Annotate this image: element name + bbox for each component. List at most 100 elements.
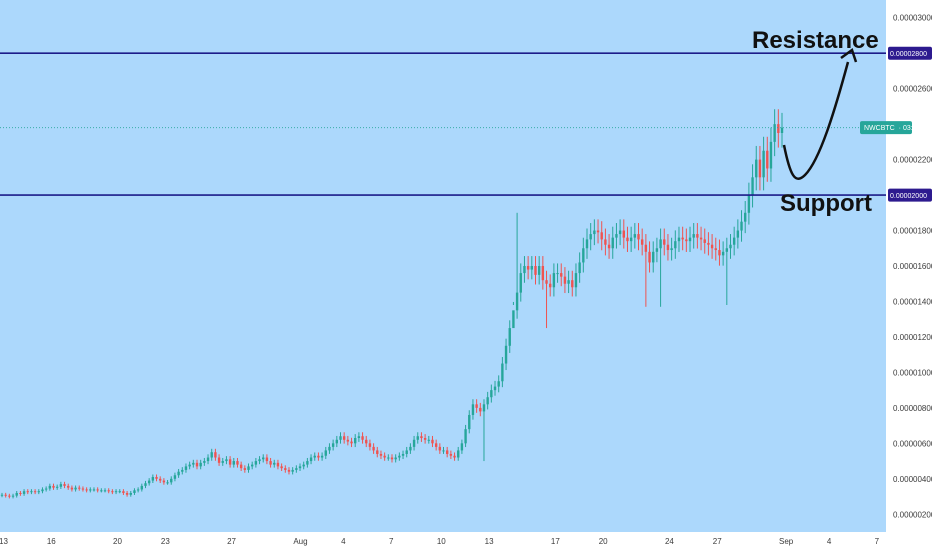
candle-body <box>335 439 339 444</box>
candle-body <box>228 459 232 465</box>
y-tick-label: 0.00001400 <box>893 297 932 306</box>
candle-body <box>15 492 18 496</box>
y-tick-label: 0.00001800 <box>893 227 932 236</box>
candle-body <box>401 453 405 456</box>
candle-body <box>663 239 666 245</box>
candle-body <box>33 491 37 493</box>
candle-body <box>490 390 493 398</box>
candle-body <box>438 446 442 451</box>
plot-area[interactable] <box>0 0 886 532</box>
x-tick-label: 27 <box>713 537 722 546</box>
y-tick-label: 0.00001000 <box>893 368 932 377</box>
candle-body <box>699 237 703 240</box>
candle-body <box>4 494 7 496</box>
candle-body <box>482 404 486 412</box>
candle-body <box>210 452 213 458</box>
candle-body <box>582 248 585 263</box>
candle-body <box>114 491 118 493</box>
x-tick-label: 10 <box>437 537 446 546</box>
candle-body <box>147 480 151 484</box>
candle-body <box>350 441 353 444</box>
candle-body <box>751 177 754 196</box>
candle-body <box>376 450 379 454</box>
x-tick-label: 4 <box>827 537 832 546</box>
candle-body <box>37 491 40 493</box>
candle-body <box>545 280 548 284</box>
candle-body <box>372 446 375 451</box>
candle-body <box>118 491 121 493</box>
y-tick-label: 0.00000600 <box>893 439 932 448</box>
x-axis-ticks: 13 16 20 23 27 Aug 4 7 10 13 17 20 24 27 Sep 4 7 <box>0 537 880 546</box>
candle-body <box>30 491 33 493</box>
candle-body <box>129 492 132 495</box>
candle-body <box>629 237 633 242</box>
candle-body <box>766 150 769 169</box>
support-annotation: Support <box>780 190 872 217</box>
candle-body <box>607 244 611 249</box>
horizontal-levels[interactable]: 0.00002800 0.00002000 <box>0 46 932 202</box>
candle-body <box>611 237 614 249</box>
y-tick-label: 0.00003000 <box>893 14 932 23</box>
candle-body <box>674 241 677 249</box>
candle-body <box>420 436 423 439</box>
candle-body <box>100 490 103 492</box>
candle-body <box>523 266 526 274</box>
candle-body <box>298 466 302 469</box>
candle-body <box>677 237 681 242</box>
candle-body <box>596 230 600 233</box>
y-tick-label: 0.00002600 <box>893 85 932 94</box>
candlestick-series <box>0 109 784 499</box>
level-axis-label-bg <box>888 188 932 202</box>
candle-body <box>508 328 511 346</box>
x-tick-label: 7 <box>389 537 394 546</box>
candle-body <box>714 248 717 251</box>
candle-body <box>284 468 287 470</box>
candle-body <box>122 491 125 493</box>
candle-body <box>725 248 729 252</box>
candle-body <box>295 468 298 470</box>
candle-body <box>89 489 92 491</box>
candle-body <box>541 266 545 281</box>
candle-body <box>780 127 784 133</box>
candle-body <box>652 251 655 263</box>
candle-body <box>291 469 294 472</box>
candle-body <box>125 492 129 495</box>
x-tick-label: 27 <box>227 537 236 546</box>
x-tick-label: 20 <box>599 537 608 546</box>
candle-body <box>633 234 637 238</box>
candle-body <box>192 462 195 465</box>
candle-body <box>55 486 59 488</box>
candle-body <box>379 453 383 456</box>
candle-body <box>232 461 235 465</box>
candle-body <box>552 273 556 288</box>
candle-body <box>431 439 434 444</box>
candle-body <box>537 266 541 275</box>
candle-body <box>449 453 453 456</box>
candle-body <box>306 461 309 465</box>
candle-body <box>221 461 224 463</box>
y-tick-label: 0.00001200 <box>893 333 932 342</box>
candle-body <box>254 461 258 465</box>
candle-body <box>409 446 412 451</box>
candle-body <box>74 487 77 490</box>
timer-label: 03:18:14 <box>903 125 930 132</box>
candle-body <box>177 471 180 476</box>
candle-body <box>574 273 578 288</box>
forecast-curve <box>782 61 850 180</box>
candle-body <box>19 492 22 494</box>
candle-body <box>328 446 331 451</box>
candle-body <box>346 439 350 442</box>
candle-body <box>96 489 99 491</box>
candle-body <box>67 485 70 488</box>
x-tick-label: 16 <box>47 537 56 546</box>
candle-body <box>387 457 390 459</box>
candle-body <box>412 439 416 447</box>
candle-body <box>324 450 327 456</box>
candle-body <box>357 436 361 439</box>
candle-body <box>464 429 467 444</box>
candle-body <box>571 280 574 288</box>
price-axis[interactable] <box>886 0 932 550</box>
candle-body <box>203 461 206 463</box>
time-axis[interactable] <box>0 532 886 550</box>
